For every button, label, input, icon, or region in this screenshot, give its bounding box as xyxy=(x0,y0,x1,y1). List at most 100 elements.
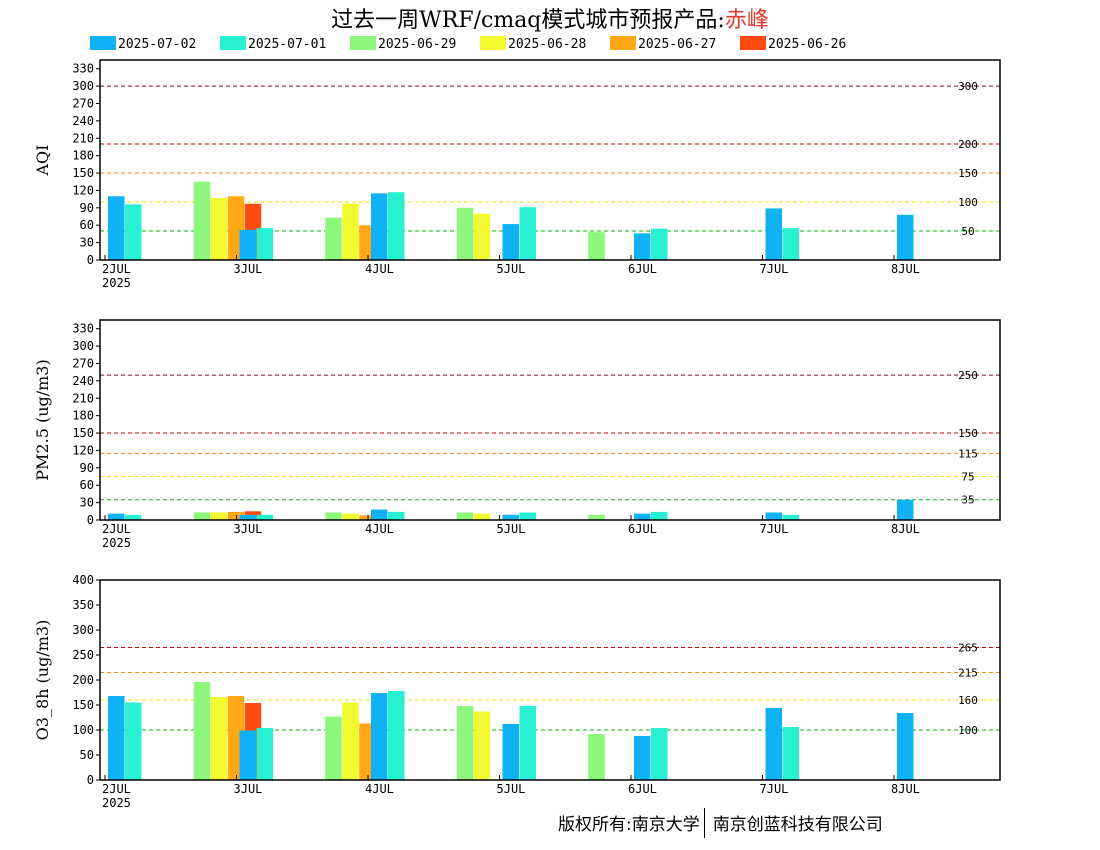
x-tick-label: 7JUL xyxy=(760,262,789,276)
y-tick-label: 270 xyxy=(72,356,94,370)
bar-2025-06-29 xyxy=(588,514,605,520)
bar-2025-07-02 xyxy=(239,730,256,780)
bar-2025-07-02 xyxy=(765,208,782,260)
x-tick-label: 6JUL xyxy=(628,782,657,796)
y-tick-label: 30 xyxy=(80,236,94,250)
legend-swatch xyxy=(350,36,376,50)
y-tick-label: 150 xyxy=(72,166,94,180)
bar-2025-07-01 xyxy=(125,204,142,260)
x-tick-label: 4JUL xyxy=(365,522,394,536)
bar-2025-06-29 xyxy=(193,682,211,780)
y-tick-label: 270 xyxy=(72,96,94,110)
y-tick-label: 90 xyxy=(80,201,94,215)
bar-2025-06-29 xyxy=(588,734,605,780)
bar-2025-07-02 xyxy=(897,499,914,520)
bar-2025-07-01 xyxy=(388,192,405,260)
y-tick-label: 0 xyxy=(87,513,94,527)
y-tick-label: 120 xyxy=(72,183,94,197)
bar-2025-07-01 xyxy=(651,511,668,520)
legend-item: 2025-06-27 xyxy=(610,36,716,52)
bar-2025-06-28 xyxy=(210,697,228,780)
x-tick-label: 7JUL xyxy=(760,782,789,796)
bar-2025-07-01 xyxy=(519,706,536,780)
threshold-label: 300 xyxy=(958,80,978,93)
y-tick-label: 90 xyxy=(80,461,94,475)
y-tick-label: 150 xyxy=(72,426,94,440)
x-year-label: 2025 xyxy=(102,276,131,290)
x-tick-label: 3JUL xyxy=(234,782,263,796)
x-tick-label: 6JUL xyxy=(628,522,657,536)
bar-2025-07-02 xyxy=(239,514,256,520)
x-tick-label: 5JUL xyxy=(497,782,526,796)
x-year-label: 2025 xyxy=(102,536,131,550)
legend-label: 2025-06-29 xyxy=(378,37,457,52)
bar-2025-07-02 xyxy=(502,514,519,520)
bar-2025-06-28 xyxy=(342,702,359,780)
bar-2025-07-02 xyxy=(765,512,782,520)
legend-label: 2025-06-27 xyxy=(638,37,717,52)
threshold-label: 75 xyxy=(961,471,974,484)
x-tick-label: 8JUL xyxy=(891,782,920,796)
legend-swatch xyxy=(90,36,116,50)
bar-2025-07-02 xyxy=(897,214,914,260)
plot-frame xyxy=(99,319,1001,521)
bar-2025-06-29 xyxy=(456,512,474,520)
bar-2025-07-02 xyxy=(239,229,256,260)
x-tick-label: 6JUL xyxy=(628,262,657,276)
legend-swatch xyxy=(740,36,766,50)
y-tick-label: 200 xyxy=(72,673,94,687)
legend-item: 2025-06-26 xyxy=(740,36,846,52)
y-tick-label: 150 xyxy=(72,698,94,712)
threshold-label: 200 xyxy=(958,138,978,151)
y-axis-label: PM2.5 (ug/m3) xyxy=(33,359,52,480)
chart-title: 过去一周WRF/cmaq模式城市预报产品:赤峰 xyxy=(0,2,1100,34)
y-tick-label: 100 xyxy=(72,723,94,737)
y-tick-label: 250 xyxy=(72,648,94,662)
bar-2025-07-02 xyxy=(634,233,651,260)
bar-2025-07-02 xyxy=(502,724,519,780)
bar-2025-07-01 xyxy=(651,228,668,260)
bar-2025-07-01 xyxy=(256,728,273,780)
bar-2025-06-28 xyxy=(342,203,359,260)
legend-swatch xyxy=(220,36,246,50)
title-city: 赤峰 xyxy=(724,8,769,33)
bar-2025-06-29 xyxy=(325,716,342,780)
bar-2025-06-29 xyxy=(588,232,605,260)
x-tick-label: 4JUL xyxy=(365,262,394,276)
x-tick-label: 5JUL xyxy=(497,522,526,536)
y-tick-label: 240 xyxy=(72,374,94,388)
bar-2025-06-29 xyxy=(325,512,342,520)
bar-2025-07-01 xyxy=(125,514,142,520)
legend-item: 2025-07-01 xyxy=(220,36,326,52)
legend-label: 2025-07-02 xyxy=(118,37,197,52)
bar-2025-07-01 xyxy=(782,228,799,260)
y-tick-label: 400 xyxy=(72,573,94,587)
x-tick-label: 2JUL xyxy=(102,262,131,276)
bar-2025-07-01 xyxy=(256,228,273,260)
copyright-company: 南京创蓝科技有限公司 xyxy=(712,815,883,835)
bar-2025-07-02 xyxy=(108,196,125,260)
bar-2025-07-02 xyxy=(897,713,914,780)
threshold-label: 115 xyxy=(958,447,978,460)
threshold-label: 265 xyxy=(958,642,978,655)
y-tick-label: 210 xyxy=(72,131,94,145)
bar-2025-07-01 xyxy=(782,727,799,780)
plot-frame xyxy=(99,579,1001,781)
legend-swatch xyxy=(480,36,506,50)
y-tick-label: 210 xyxy=(72,391,94,405)
legend-label: 2025-07-01 xyxy=(248,37,327,52)
bar-2025-07-02 xyxy=(108,513,125,520)
threshold-label: 35 xyxy=(961,494,974,507)
legend-label: 2025-06-28 xyxy=(508,37,587,52)
y-tick-label: 330 xyxy=(72,322,94,336)
bar-2025-06-28 xyxy=(210,197,228,260)
x-tick-label: 8JUL xyxy=(891,262,920,276)
threshold-label: 215 xyxy=(958,667,978,680)
x-tick-label: 3JUL xyxy=(234,262,263,276)
y-tick-label: 350 xyxy=(72,598,94,612)
y-tick-label: 180 xyxy=(72,149,94,163)
footer-divider xyxy=(703,808,705,838)
y-tick-label: 300 xyxy=(72,339,94,353)
threshold-label: 150 xyxy=(958,167,978,180)
bar-2025-07-01 xyxy=(125,702,142,780)
